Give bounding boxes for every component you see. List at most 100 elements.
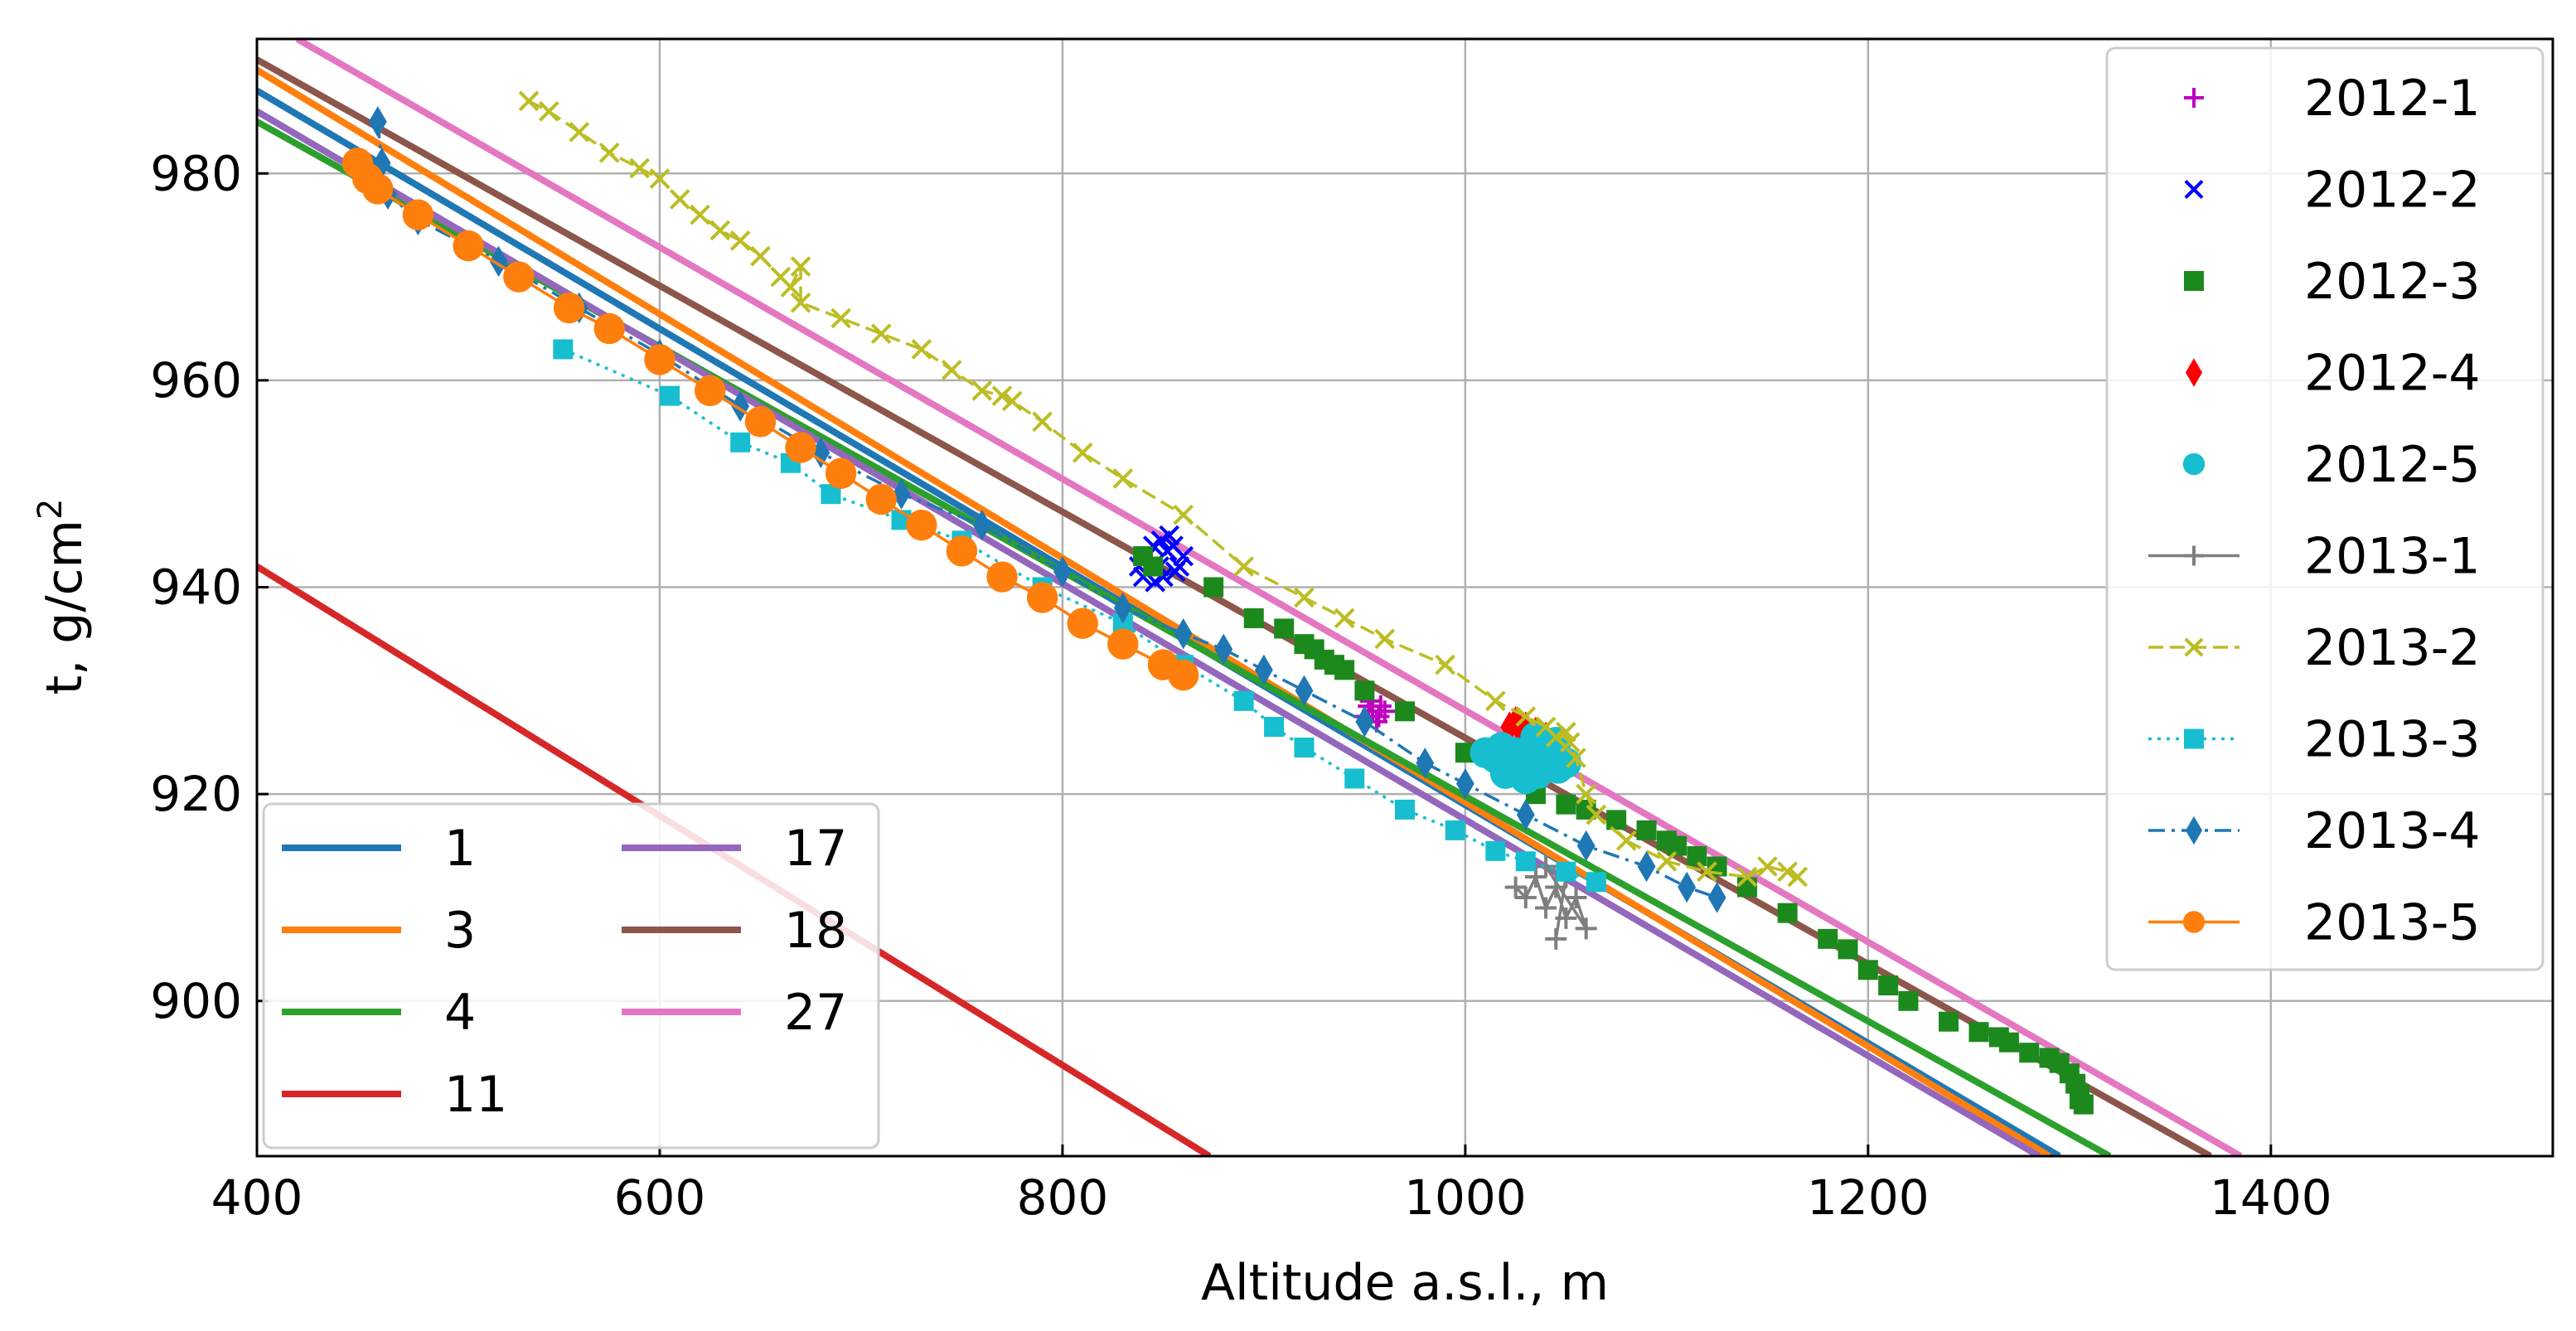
y-tick-label-960: 960 — [150, 352, 242, 409]
legend-item-fit-1: 1 — [282, 820, 476, 878]
data-point — [1637, 850, 1656, 883]
data-point — [1254, 654, 1273, 686]
axis-ticks: 400 600 800 1000 1200 1400 900 920 940 960 980 — [150, 145, 2331, 1226]
data-point — [830, 307, 851, 329]
data-point — [1214, 633, 1233, 666]
data-point — [1615, 830, 1637, 851]
data-point — [1395, 799, 1415, 820]
data-point — [1667, 835, 1687, 856]
fit-line-18 — [257, 56, 2212, 1156]
data-point — [669, 189, 690, 210]
data-point — [1515, 706, 1537, 727]
data-point — [1233, 556, 1254, 577]
data-point — [1516, 799, 1535, 830]
x-tick-label-1400: 1400 — [2210, 1169, 2332, 1226]
data-point — [1535, 855, 1557, 878]
legend-label: 2012-4 — [2304, 345, 2481, 403]
legend-item-fit-3: 3 — [282, 902, 476, 960]
legend-label: 3 — [444, 902, 476, 960]
data-point — [518, 90, 540, 112]
legend-item-2013-4: 2013-4 — [2148, 802, 2481, 860]
data-point — [1112, 468, 1134, 489]
data-point — [709, 220, 731, 241]
data-point — [629, 157, 651, 179]
legend-marker — [2184, 545, 2204, 566]
x-tick-label-600: 600 — [614, 1169, 706, 1226]
data-point — [1636, 820, 1657, 840]
data-point — [1295, 675, 1314, 707]
data-point — [892, 478, 911, 510]
y-tick-label-980: 980 — [150, 145, 242, 201]
data-point — [744, 406, 777, 438]
data-point — [598, 142, 620, 163]
legend-item-2012-4: 2012-4 — [2185, 345, 2481, 403]
legend-label: 2013-2 — [2304, 619, 2481, 677]
data-point — [750, 245, 771, 267]
data-point — [1165, 561, 1186, 583]
data-point — [660, 385, 680, 406]
data-point — [865, 483, 897, 515]
data-point — [1586, 872, 1606, 893]
data-point — [1455, 767, 1474, 800]
data-point — [2019, 1043, 2040, 1063]
data-point — [1939, 1011, 1959, 1032]
data-point — [1777, 903, 1798, 923]
data-point — [946, 535, 978, 567]
data-point — [1737, 877, 1758, 898]
data-point — [941, 360, 962, 380]
data-point — [1173, 504, 1194, 525]
legend-item-2013-2: 2013-2 — [2148, 619, 2481, 677]
data-point — [1395, 701, 1415, 722]
data-series — [341, 90, 2094, 1115]
data-point — [1857, 960, 1878, 980]
data-point — [1485, 840, 1506, 861]
legend-marker — [2184, 271, 2204, 291]
legend-marker — [2185, 816, 2203, 845]
data-point — [1107, 628, 1139, 660]
data-point — [1354, 680, 1375, 701]
series-2012-5 — [1470, 721, 1582, 795]
fit-line-17 — [257, 108, 2041, 1156]
legend-label: 4 — [444, 984, 476, 1042]
data-point — [1369, 695, 1392, 718]
data-point — [1334, 607, 1355, 629]
legend-label: 2012-2 — [2304, 162, 2481, 220]
data-point — [1818, 928, 1838, 949]
legend-item-2012-5: 2012-5 — [2182, 436, 2481, 494]
data-point — [1168, 659, 1199, 691]
data-point — [1777, 861, 1799, 883]
data-point — [1545, 876, 1567, 898]
data-point — [811, 437, 830, 468]
legend-label: 27 — [784, 984, 847, 1042]
series-2013-5 — [341, 148, 1199, 691]
data-point — [1545, 927, 1567, 950]
data-point — [986, 561, 1018, 593]
legend-marker — [2182, 453, 2206, 476]
legend-marker — [2184, 180, 2204, 199]
data-point — [1374, 628, 1396, 650]
legend-item-2013-5: 2013-5 — [2148, 894, 2481, 952]
data-point — [870, 323, 892, 345]
data-point — [1565, 886, 1587, 908]
series-2012-3 — [1133, 546, 2094, 1115]
legend-item-fit-18: 18 — [622, 902, 847, 960]
data-point — [1274, 618, 1295, 639]
data-point — [1504, 876, 1527, 898]
data-point — [649, 168, 671, 189]
data-point — [1500, 711, 1519, 743]
legend-marker — [2184, 88, 2204, 108]
data-point — [906, 509, 937, 541]
data-point — [1566, 748, 1586, 768]
data-point — [690, 204, 710, 225]
data-point — [489, 245, 508, 278]
data-point — [971, 380, 993, 401]
data-point — [780, 277, 801, 298]
legend-fits-frame — [262, 802, 880, 1150]
data-point — [1524, 866, 1547, 888]
data-point — [1556, 861, 1576, 882]
data-point — [1968, 1022, 1989, 1043]
data-point — [1435, 654, 1455, 675]
data-point — [1510, 762, 1542, 795]
plot-frame — [255, 37, 2554, 1158]
